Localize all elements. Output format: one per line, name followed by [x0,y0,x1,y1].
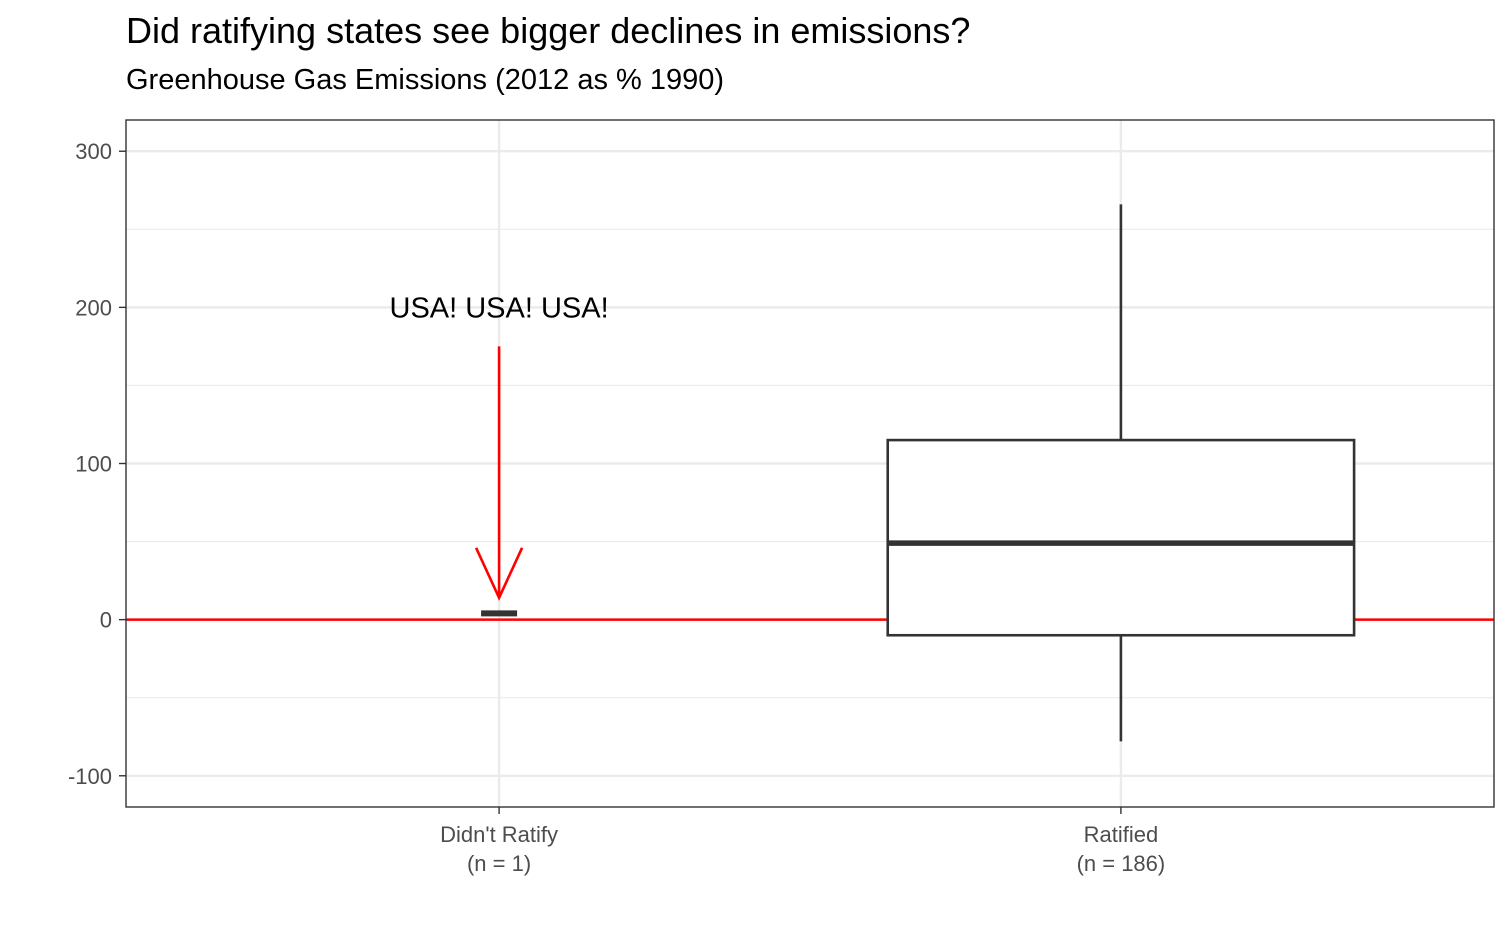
x-tick-sublabel: (n = 186) [1077,851,1166,876]
y-tick-label: 0 [100,608,112,633]
axes: -100 0 100 200 300 Didn't Ratify (n = 1) Ratifi… [68,139,1165,876]
x-tick-sublabel: (n = 1) [467,851,531,876]
x-tick-label: Ratified [1084,822,1159,847]
y-tick-label: -100 [68,764,112,789]
box-ratified [886,204,1356,742]
annotation-layer: USA! USA! USA! [390,292,609,601]
box-iqr [886,438,1356,637]
x-tick-label: Didn't Ratify [440,822,558,847]
annotation-arrow-head [474,547,524,601]
chart-title: Did ratifying states see bigger declines… [126,10,971,51]
y-tick-label: 300 [75,139,112,164]
y-tick-label: 100 [75,452,112,477]
box-layer [481,204,1356,742]
annotation-text: USA! USA! USA! [390,292,609,324]
chart-subtitle: Greenhouse Gas Emissions (2012 as % 1990… [126,64,725,96]
y-tick-label: 200 [75,295,112,320]
